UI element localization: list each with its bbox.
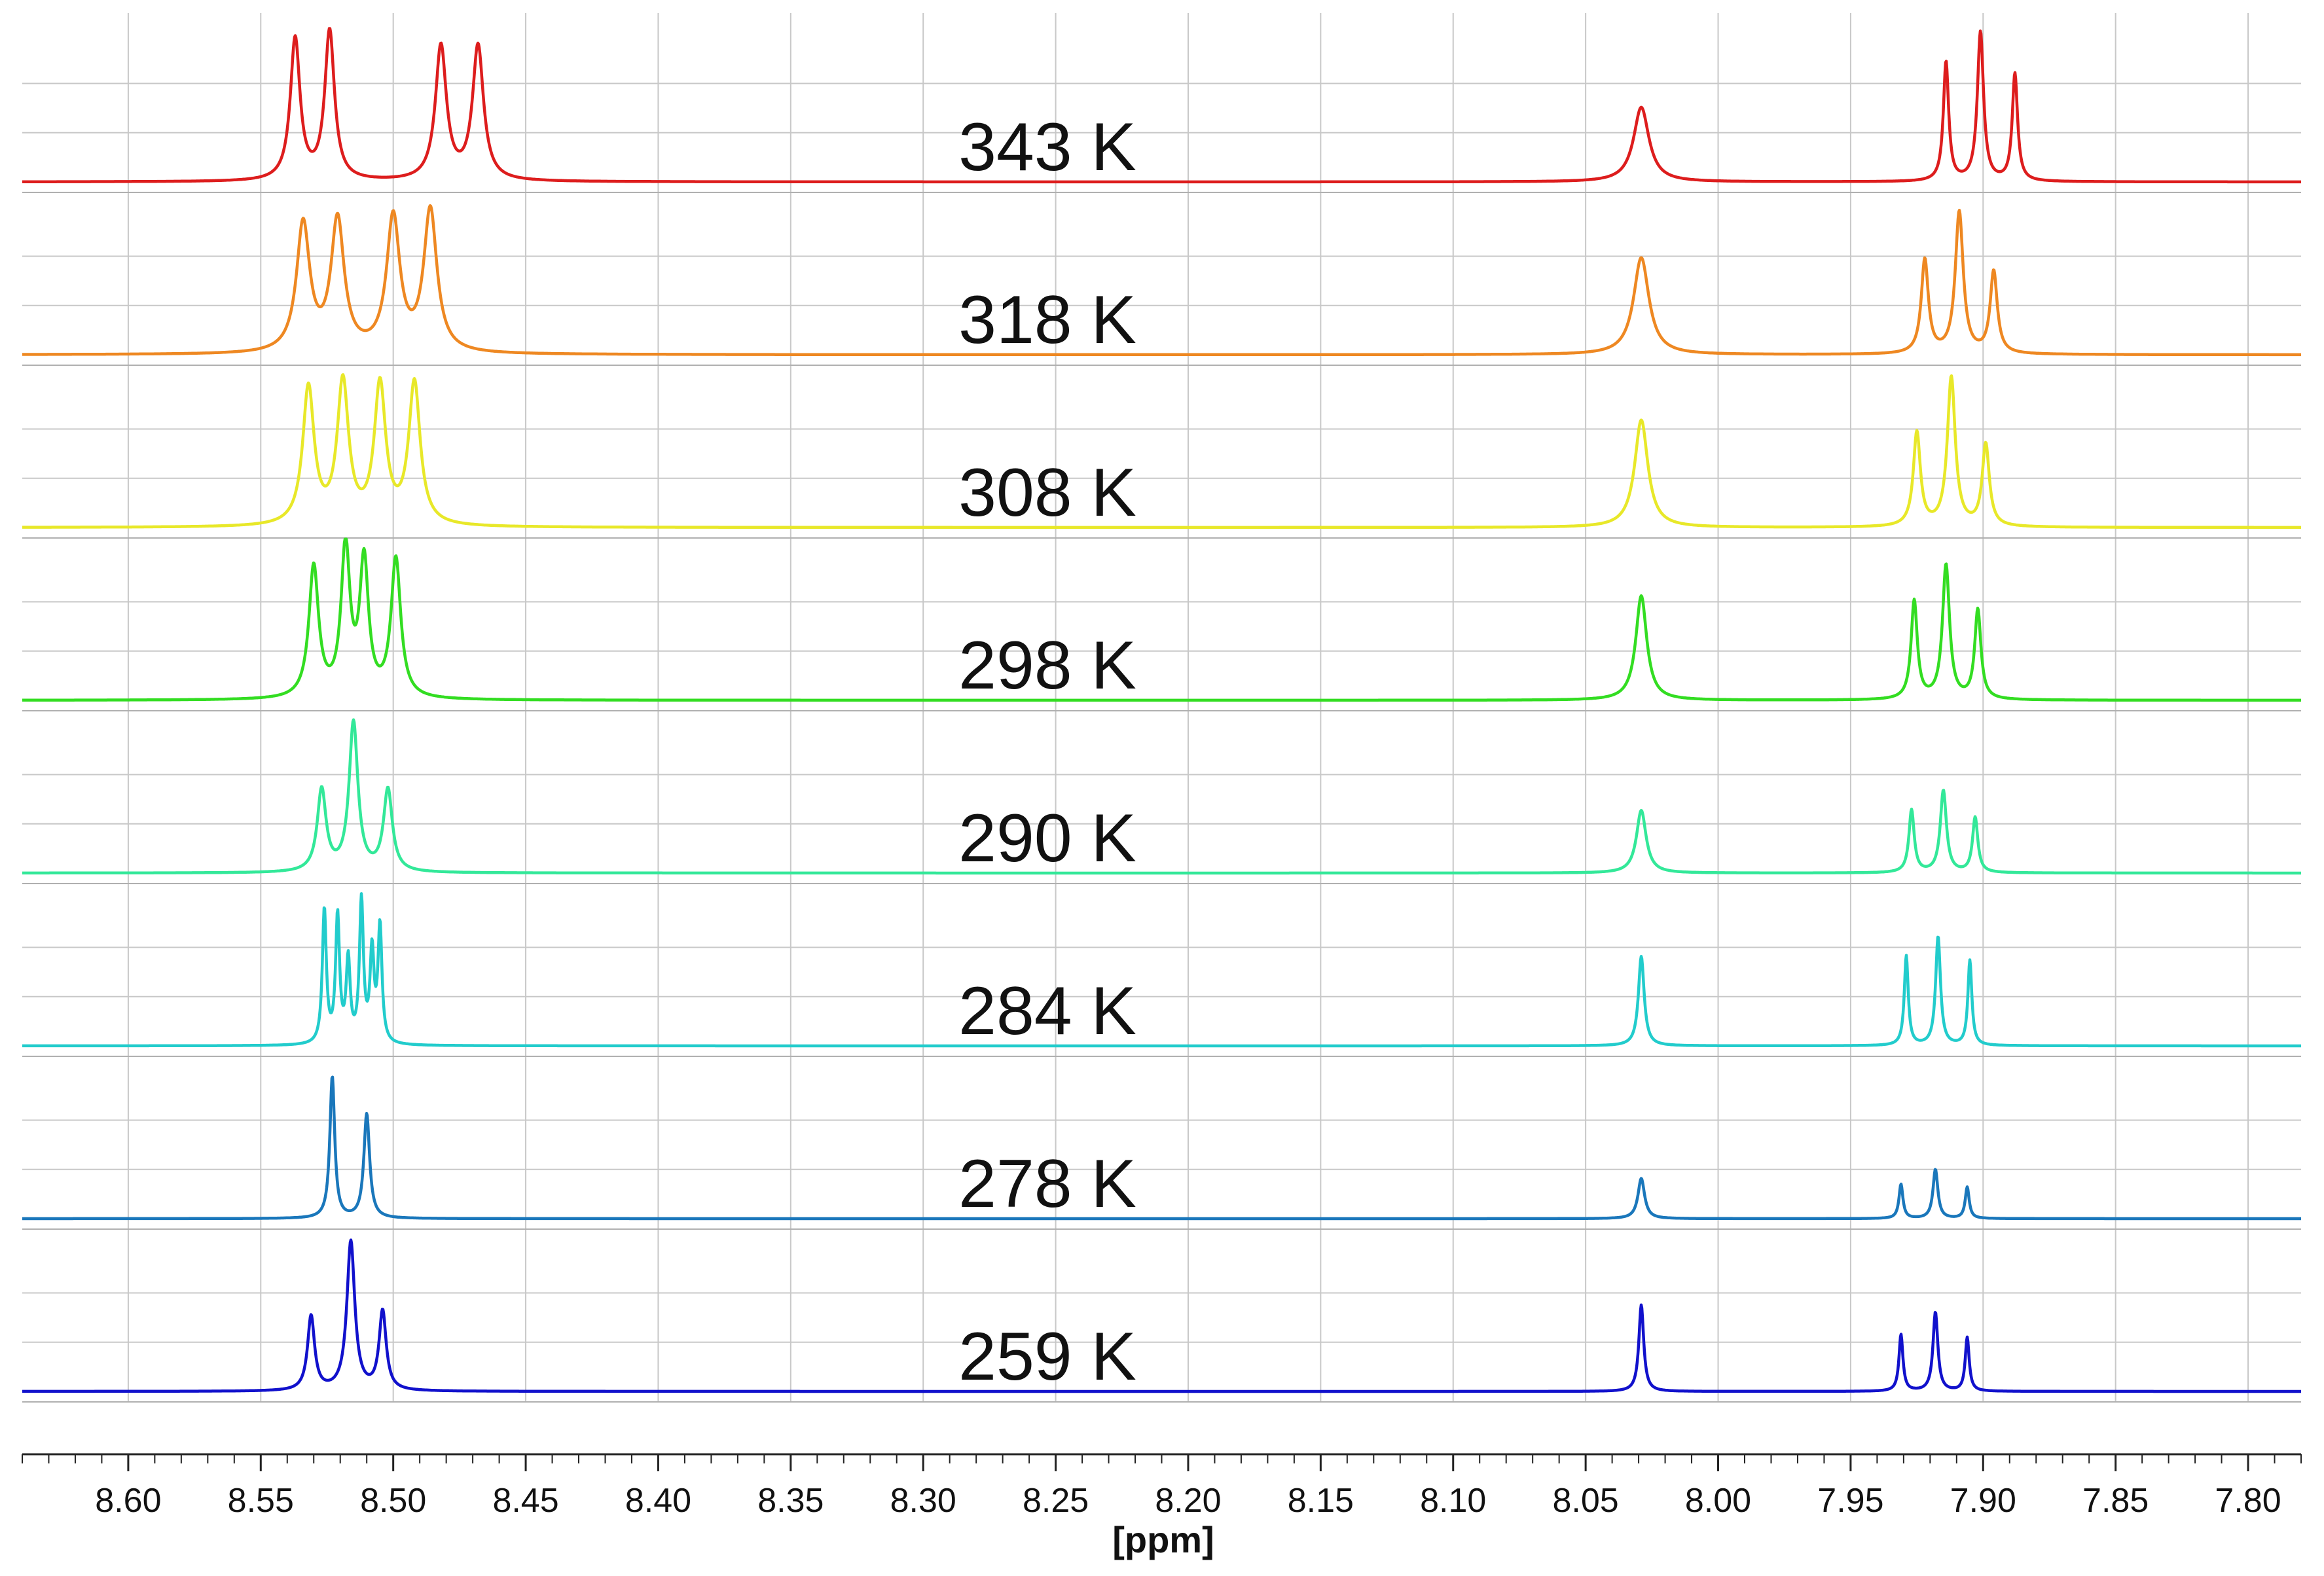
x-axis-tick-label: 7.90 bbox=[1950, 1482, 2016, 1520]
temperature-label: 343 K bbox=[958, 109, 1136, 185]
grid bbox=[127, 13, 2249, 1402]
spectrum-panel: 259 K bbox=[21, 1238, 2302, 1403]
spectrum-line bbox=[21, 373, 2302, 529]
temperature-label: 290 K bbox=[958, 800, 1136, 876]
temperature-label: 308 K bbox=[958, 455, 1136, 531]
x-axis-tick-label: 7.95 bbox=[1817, 1482, 1883, 1520]
temperature-label: 318 K bbox=[958, 282, 1136, 358]
x-axis-tick-label: 8.00 bbox=[1685, 1482, 1751, 1520]
spectrum-panel: 298 K bbox=[21, 537, 2302, 711]
x-axis-tick-label: 7.85 bbox=[2082, 1482, 2149, 1520]
x-axis-tick-label: 8.15 bbox=[1288, 1482, 1354, 1520]
x-axis-tick-label: 8.60 bbox=[95, 1482, 161, 1520]
spectrum-panel: 278 K bbox=[21, 1075, 2302, 1230]
x-axis-tick-label: 8.35 bbox=[757, 1482, 824, 1520]
x-axis-tick-label: 8.55 bbox=[228, 1482, 294, 1520]
x-axis-tick-label: 8.45 bbox=[492, 1482, 558, 1520]
spectrum-panel: 318 K bbox=[21, 204, 2302, 366]
temperature-label: 259 K bbox=[958, 1319, 1136, 1395]
spectrum-panel: 290 K bbox=[21, 718, 2302, 884]
spectrum-line bbox=[21, 1075, 2302, 1221]
spectrum-panel: 308 K bbox=[21, 373, 2302, 539]
temperature-label: 298 K bbox=[958, 628, 1136, 704]
spectra-panels: 343 K 318 K 308 K 298 K 290 K 284 K 278 K 259 K bbox=[21, 27, 2302, 1403]
spectrum-line bbox=[21, 204, 2302, 357]
spectrum-line bbox=[21, 27, 2302, 184]
spectrum-line bbox=[21, 892, 2302, 1048]
x-axis-tick-label: 8.05 bbox=[1553, 1482, 1619, 1520]
x-axis-tick-label: 8.10 bbox=[1420, 1482, 1486, 1520]
spectrum-panel: 284 K bbox=[21, 892, 2302, 1057]
x-axis-tick-label: 8.40 bbox=[625, 1482, 691, 1520]
x-axis-tick-label: 8.20 bbox=[1155, 1482, 1221, 1520]
x-axis-tick-label: 8.50 bbox=[360, 1482, 426, 1520]
x-axis-title: [ppm] bbox=[1112, 1519, 1214, 1560]
x-axis: 8.60 8.55 8.50 8.45 8.40 8.35 8.30 8.25 8.20 8.15… bbox=[22, 1453, 2302, 1520]
temperature-label: 278 K bbox=[958, 1146, 1136, 1222]
spectrum-panel: 343 K bbox=[21, 27, 2302, 193]
temperature-label: 284 K bbox=[958, 973, 1136, 1049]
x-axis-tick-label: 8.30 bbox=[890, 1482, 956, 1520]
spectrum-line bbox=[21, 1238, 2302, 1393]
x-axis-tick-label: 8.25 bbox=[1023, 1482, 1089, 1520]
spectrum-line bbox=[21, 537, 2302, 702]
x-axis-tick-label: 7.80 bbox=[2215, 1482, 2281, 1520]
spectrum-line bbox=[21, 718, 2302, 875]
